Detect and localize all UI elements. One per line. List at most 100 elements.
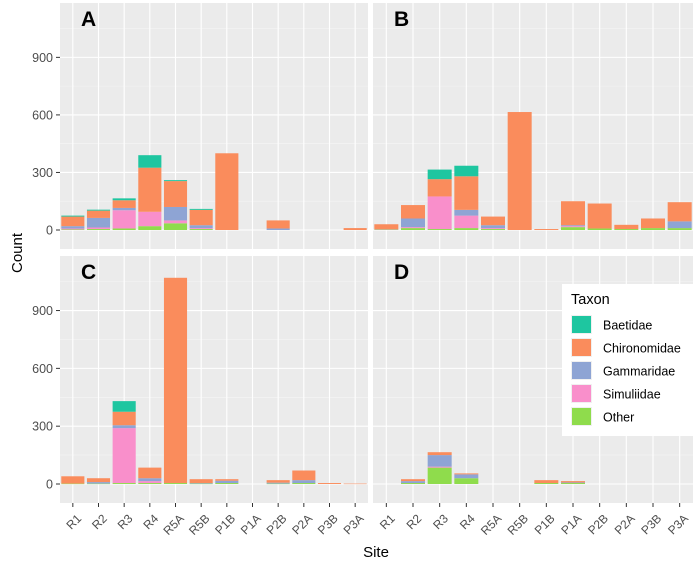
bar-segment-B-P1A-chironomidae <box>561 201 585 226</box>
bar-segment-D-R3-gammaridae <box>427 455 452 467</box>
legend: Taxon Baetidae Chironomidae Gammaridae Simul… <box>562 284 693 436</box>
bar-segment-C-R4-chironomidae <box>138 467 162 479</box>
bar-segment-A-R1-simuliidae <box>61 228 85 230</box>
bar-segment-D-P1B-other <box>534 483 559 484</box>
x-tick-label: P2A <box>289 511 315 537</box>
x-tick-label: R5B <box>505 511 531 537</box>
bar-segment-C-P1B-other <box>215 483 239 484</box>
bar-segment-C-P2B-gammaridae <box>266 482 290 484</box>
y-tick-label: 900 <box>32 304 53 318</box>
panel-background <box>373 3 693 249</box>
bar-segment-B-R2-simuliidae <box>401 227 425 229</box>
bar-segment-A-R1-chironomidae <box>61 216 85 227</box>
bar-segment-D-R3-chironomidae <box>427 452 452 456</box>
bar-segment-B-R5A-chironomidae <box>481 216 505 226</box>
x-tick-label: R4 <box>140 511 161 532</box>
bar-segment-B-R4-baetidae <box>454 165 479 177</box>
bar-segment-A-R3-gammaridae <box>112 207 136 211</box>
panel-label-D: D <box>394 261 409 284</box>
bar-segment-A-R5B-baetidae <box>189 208 213 210</box>
bar-segment-B-R3-other <box>427 229 452 230</box>
x-tick-label: R3 <box>430 511 451 532</box>
bar-segment-B-R4-other <box>454 228 479 230</box>
bar-segment-A-R2-other <box>86 229 111 230</box>
bar-segment-B-R1-chironomidae <box>374 224 399 230</box>
y-tick-label: 600 <box>32 362 53 376</box>
bar-segment-A-R5B-gammaridae <box>189 225 213 229</box>
bar-segment-A-R1-baetidae <box>61 215 85 217</box>
bar-segment-B-R3-baetidae <box>427 169 452 180</box>
bar-segment-B-P1A-gammaridae <box>561 225 585 227</box>
bar-segment-C-P2B-other <box>266 483 290 485</box>
x-axis-title: Site <box>363 544 389 561</box>
legend-title: Taxon <box>571 292 610 308</box>
bar-segment-B-R2-other <box>401 228 425 230</box>
panel-B: B <box>373 3 693 249</box>
bar-segment-C-R1-other <box>61 483 85 485</box>
bar-segment-B-R1-other <box>374 229 399 230</box>
bar-segment-C-R2-gammaridae <box>86 482 111 484</box>
x-tick-label: R4 <box>457 511 478 532</box>
bar-segment-A-P3A-chironomidae <box>343 228 367 230</box>
bar-segment-B-P3A-other <box>667 228 692 230</box>
bar-segment-C-P3B-chironomidae <box>317 483 342 484</box>
x-tick-label: P1A <box>238 511 264 537</box>
bar-segment-A-R2-chironomidae <box>86 210 111 218</box>
bar-segment-C-R5B-other <box>189 483 213 485</box>
y-tick-label: 600 <box>32 108 53 122</box>
bar-segment-C-R5A-chironomidae <box>163 277 188 484</box>
y-tick-label: 900 <box>32 51 53 65</box>
x-tick-label: P3B <box>315 511 341 537</box>
legend-label-other: Other <box>603 411 634 425</box>
bar-segment-C-R3-simuliidae <box>112 428 136 484</box>
legend-label-baetidae: Baetidae <box>603 319 652 333</box>
bar-segment-D-P1A-gammaridae <box>561 482 585 484</box>
x-tick-label: P2B <box>585 511 611 537</box>
bar-segment-C-P3A-chironomidae <box>343 483 367 485</box>
legend-swatch-simuliidae <box>572 385 591 402</box>
x-tick-label: R2 <box>404 511 425 532</box>
x-tick-label: P2B <box>264 511 290 537</box>
bar-segment-A-R3-baetidae <box>112 198 136 201</box>
legend-swatch-other <box>572 408 591 425</box>
bar-segment-A-R5B-other <box>189 229 213 230</box>
x-tick-label: R5B <box>186 511 212 537</box>
bar-segment-A-R3-simuliidae <box>112 210 136 229</box>
x-tick-label: R3 <box>115 511 136 532</box>
x-tick-label: P3B <box>638 511 664 537</box>
bar-segment-B-R5A-other <box>481 229 505 230</box>
panel-label-C: C <box>81 261 96 284</box>
x-tick-label: R1 <box>377 511 398 532</box>
bar-segment-A-R4-chironomidae <box>138 167 162 212</box>
bar-segment-C-P2A-gammaridae <box>292 480 316 484</box>
bar-segment-D-R4-gammaridae <box>454 474 479 479</box>
x-tick-label: P1B <box>212 511 238 537</box>
bar-segment-B-R3-chironomidae <box>427 179 452 197</box>
bar-segment-D-R4-other <box>454 478 479 484</box>
x-tick-label: P3A <box>341 511 367 537</box>
legend-label-simuliidae: Simuliidae <box>603 388 661 402</box>
bar-segment-A-R1-other <box>61 229 85 230</box>
bar-segment-B-R2-chironomidae <box>401 205 425 219</box>
bar-segment-C-R3-other <box>112 483 136 484</box>
bar-segment-A-R5A-baetidae <box>163 180 188 182</box>
panel-background <box>60 3 368 249</box>
bar-segment-A-R5B-chironomidae <box>189 209 213 226</box>
bar-segment-D-P1B-chironomidae <box>534 480 559 484</box>
bar-segment-C-P1B-chironomidae <box>215 479 239 481</box>
bar-segment-C-P2A-other <box>292 483 316 484</box>
bar-segment-C-R2-other <box>86 483 111 485</box>
bar-segment-B-R4-simuliidae <box>454 215 479 229</box>
bar-segment-C-R3-chironomidae <box>112 411 136 426</box>
legend-swatch-gammaridae <box>572 362 591 379</box>
bar-segment-D-R3-simuliidae <box>427 466 452 468</box>
y-tick-label: 300 <box>32 166 53 180</box>
bar-segment-A-P2B-chironomidae <box>266 220 290 229</box>
bar-segment-C-R5A-other <box>163 483 188 484</box>
panel-label-A: A <box>81 8 96 31</box>
bar-segment-B-R4-chironomidae <box>454 176 479 210</box>
bar-segment-B-P1A-other <box>561 227 585 230</box>
bar-segment-B-R4-gammaridae <box>454 209 479 216</box>
panel-background <box>60 256 368 503</box>
